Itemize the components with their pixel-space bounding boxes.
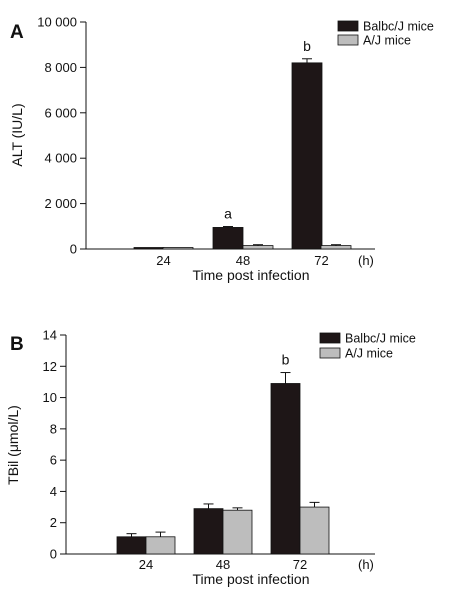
x-axis-title: Time post infection [193,571,310,587]
bar [145,536,176,555]
x-tick-label: 72 [293,557,307,572]
x-tick-label: 24 [156,253,170,268]
y-tick-label: 0 [70,242,77,257]
y-tick-label: 0 [50,547,57,562]
legend-label: A/J mice [363,34,411,48]
y-tick-label: 2 [50,515,57,530]
x-axis-unit: (h) [358,253,374,268]
legend-swatch [337,20,359,32]
y-tick-label: 8 000 [44,60,77,75]
panel-letter: A [10,22,24,43]
bar [162,247,194,250]
x-tick-label: 72 [314,253,328,268]
x-tick-label: 48 [236,253,250,268]
y-tick-label: 6 [50,453,57,468]
x-tick-label: 48 [216,557,230,572]
y-tick-label: 10 [43,390,57,405]
bar [212,227,244,250]
legend-swatch [337,34,359,46]
bar [133,247,165,250]
significance-label: b [282,352,290,368]
y-tick-label: 2 000 [44,196,77,211]
x-axis-unit: (h) [358,557,374,572]
y-tick-label: 12 [43,359,57,374]
y-tick-label: 6 000 [44,105,77,120]
legend-swatch [319,347,341,359]
bar [116,536,147,555]
y-tick-label: 14 [43,328,57,343]
y-axis-title: ALT (IU/L) [9,103,25,166]
significance-label: b [303,38,311,54]
y-axis-title: TBil (μmol/L) [5,405,21,485]
significance-label: a [224,206,232,222]
bar [320,245,352,250]
panel-a: A 0 2 000 4 000 6 000 8 000 10 000 ALT (IU/L) 24… [9,15,434,284]
legend-label: Balbc/J mice [363,20,434,34]
legend-label: Balbc/J mice [345,332,416,346]
y-tick-label: 4 000 [44,151,77,166]
bar [222,509,253,555]
y-tick-label: 4 [50,484,57,499]
y-tick-label: 10 000 [37,15,77,30]
bar [193,508,224,555]
bar [242,245,274,250]
panel-letter: B [10,334,24,355]
legend-label: A/J mice [345,347,393,361]
x-axis-title: Time post infection [193,267,310,283]
y-tick-label: 8 [50,421,57,436]
legend-swatch [319,332,341,344]
bar [299,506,330,555]
bar [270,383,301,555]
x-tick-label: 24 [139,557,153,572]
bar [291,62,323,250]
